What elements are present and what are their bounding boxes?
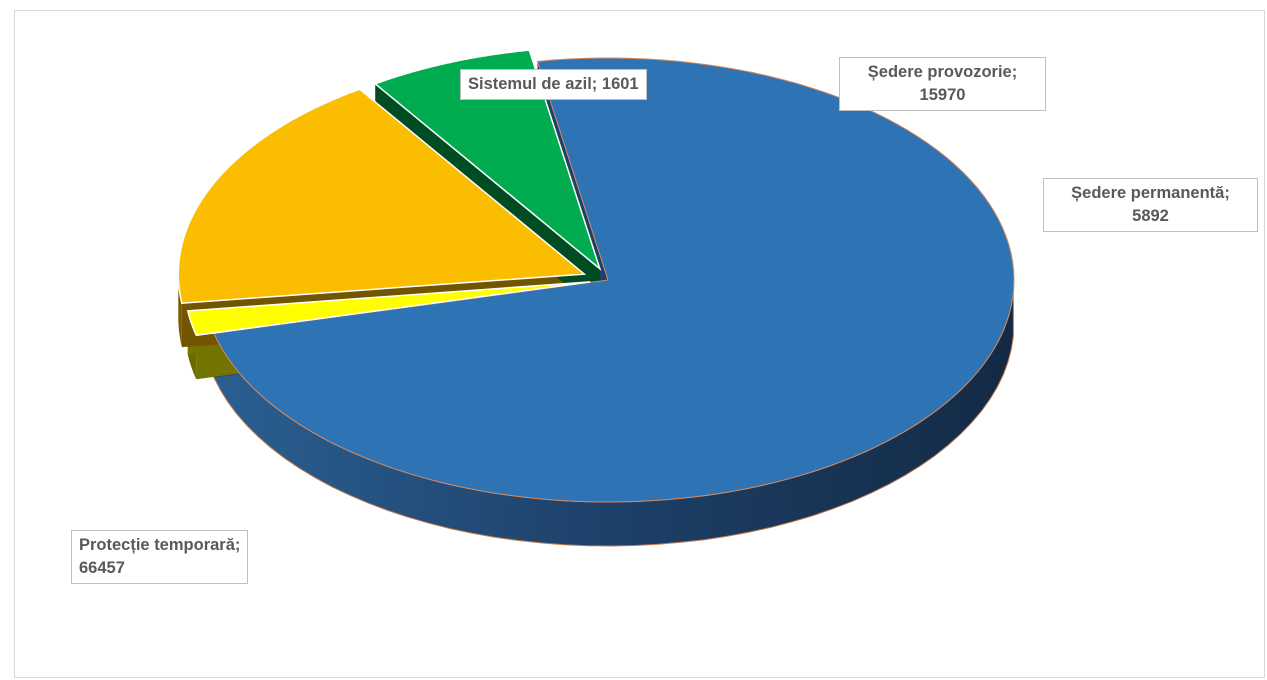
pie-slice--edere-provozorie xyxy=(177,88,587,304)
data-label-sistemul-de-azil: Sistemul de azil; 1601 xyxy=(460,69,647,100)
data-label-sedere-permanenta: Ședere permanentă; 5892 xyxy=(1043,178,1258,232)
pie-slice-sistemul-de-azil xyxy=(186,281,591,337)
pie-slices xyxy=(177,49,1015,547)
pie-slice-protec-ie-temporar- xyxy=(213,57,1015,503)
pie-slice--edere-permanent- xyxy=(373,49,602,271)
data-label-sedere-provizorie: Ședere provozorie; 15970 xyxy=(839,57,1046,111)
data-label-protectie-temporara: Protecție temporară; 66457 xyxy=(71,530,249,584)
